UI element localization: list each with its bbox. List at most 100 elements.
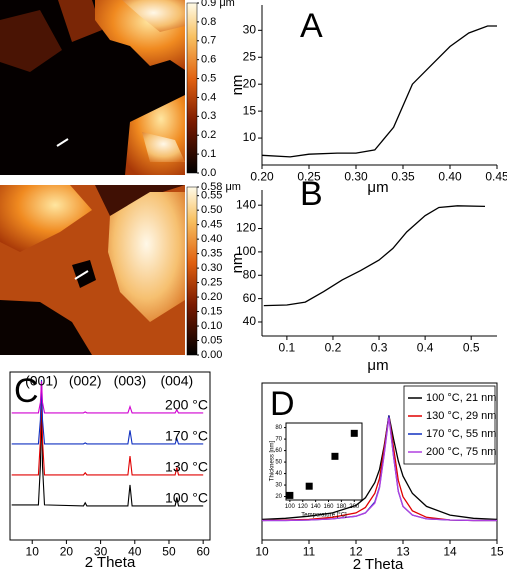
colorbar [186, 186, 198, 356]
x-tick-label: 60 [196, 545, 210, 559]
x-tick-label: 180 [336, 504, 347, 510]
y-tick-label: 60 [275, 448, 282, 454]
colorbar-tick-label: 0.40 [201, 233, 222, 245]
x-tick-label: 50 [162, 545, 176, 559]
diffraction-pattern [11, 381, 204, 414]
data-point [331, 452, 339, 460]
colorbar-tick-label: 0.58 μm [201, 181, 241, 193]
panel-label: D [270, 385, 295, 423]
y-tick-label: 40 [275, 471, 282, 477]
x-axis-label: μm [367, 179, 388, 196]
series-label: 170 °C [165, 428, 208, 444]
x-tick-label: 0.1 [279, 341, 296, 355]
x-tick-label: 12 [349, 545, 363, 559]
x-tick-label: 160 [324, 504, 335, 510]
panel-label: A [300, 7, 323, 45]
afm-grain [0, 10, 62, 72]
afm-grain [58, 0, 102, 42]
x-tick-label: 0.5 [463, 341, 480, 355]
y-tick-label: 25 [243, 49, 257, 63]
legend-label: 100 °C, 21 nm [426, 392, 496, 404]
x-tick-label: 120 [298, 504, 309, 510]
x-tick-label: 0.35 [391, 170, 415, 184]
x-axis-label: μm [367, 357, 388, 374]
y-tick-label: 40 [243, 314, 257, 328]
profile-line [74, 270, 89, 280]
x-tick-label: 0.2 [325, 341, 342, 355]
colorbar-tick-label: 0.45 [201, 219, 222, 231]
x-axis-label: 2 Theta [353, 556, 404, 571]
colorbar-tick-label: 0.1 [201, 148, 216, 160]
peak-label: (001) [25, 373, 58, 389]
y-tick-label: 30 [243, 22, 257, 36]
colorbar-tick-label: 0.3 [201, 110, 216, 122]
y-tick-label: 80 [275, 425, 282, 431]
afm-grain [0, 300, 92, 355]
afm-grain [142, 132, 185, 162]
plot-frame [261, 382, 498, 541]
x-tick-label: 0.4 [417, 341, 434, 355]
y-tick-label: 20 [275, 494, 282, 500]
x-tick-label: 0.20 [250, 170, 274, 184]
colorbar-tick-label: 0.20 [201, 291, 222, 303]
afm-image-top [0, 0, 185, 175]
data-line [262, 417, 497, 522]
colorbar-tick-label: 0.4 [201, 91, 216, 103]
y-tick-label: 10 [243, 130, 257, 144]
x-tick-label: 0.30 [344, 170, 368, 184]
afm-grain [0, 185, 92, 252]
peak-label: (002) [69, 373, 102, 389]
data-point [305, 482, 313, 490]
series-label: 130 °C [165, 459, 208, 475]
colorbar-tick-label: 0.6 [201, 54, 216, 66]
x-tick-label: 200 [349, 504, 360, 510]
y-axis-label: nm [229, 75, 246, 96]
y-axis-label: nm [229, 253, 246, 274]
colorbar-tick-label: 0.8 [201, 16, 216, 28]
colorbar-tick-label: 0.10 [201, 320, 222, 332]
x-axis-label: Temperature [°C] [301, 513, 347, 519]
colorbar-tick-label: 0.9 μm [201, 0, 235, 9]
data-point [350, 429, 358, 437]
y-tick-label: 120 [236, 221, 256, 235]
colorbar-tick-label: 0.35 [201, 248, 222, 260]
x-tick-label: 10 [255, 545, 269, 559]
y-tick-label: 80 [243, 267, 257, 281]
data-line [261, 25, 497, 158]
colorbar-tick-label: 0.7 [201, 35, 216, 47]
y-axis-label: Thickness [nm] [270, 441, 276, 482]
x-tick-label: 140 [311, 504, 322, 510]
y-tick-label: 60 [243, 291, 257, 305]
x-tick-label: 0.40 [438, 170, 462, 184]
colorbar-tick-label: 0.15 [201, 305, 222, 317]
x-tick-label: 0.25 [297, 170, 321, 184]
colorbar-tick-label: 0.5 [201, 72, 216, 84]
x-tick-label: 13 [396, 545, 410, 559]
plot-frame [285, 422, 363, 501]
x-tick-label: 14 [443, 545, 457, 559]
x-tick-label: 0.3 [371, 341, 388, 355]
peak-label: (003) [114, 373, 147, 389]
x-tick-label: 10 [26, 545, 40, 559]
series-label: 200 °C [165, 397, 208, 413]
x-tick-label: 20 [60, 545, 74, 559]
y-tick-label: 70 [275, 437, 282, 443]
colorbar-tick-label: 0.0 [201, 167, 216, 179]
x-tick-label: 15 [490, 545, 504, 559]
profile-line [56, 138, 69, 147]
legend-box [403, 385, 496, 465]
panel-label: B [300, 175, 323, 213]
inset-background [286, 423, 362, 500]
y-tick-label: 140 [236, 197, 256, 211]
peak-label: (004) [160, 373, 193, 389]
colorbar-tick-label: 0.2 [201, 129, 216, 141]
y-tick-label: 30 [275, 483, 282, 489]
x-axis-label: 2 Theta [85, 554, 136, 571]
legend-label: 130 °C, 29 nm [426, 410, 496, 422]
legend-label: 200 °C, 75 nm [426, 446, 496, 458]
data-point [286, 491, 294, 499]
series-label: 100 °C [165, 490, 208, 506]
legend-label: 170 °C, 55 nm [426, 428, 496, 440]
